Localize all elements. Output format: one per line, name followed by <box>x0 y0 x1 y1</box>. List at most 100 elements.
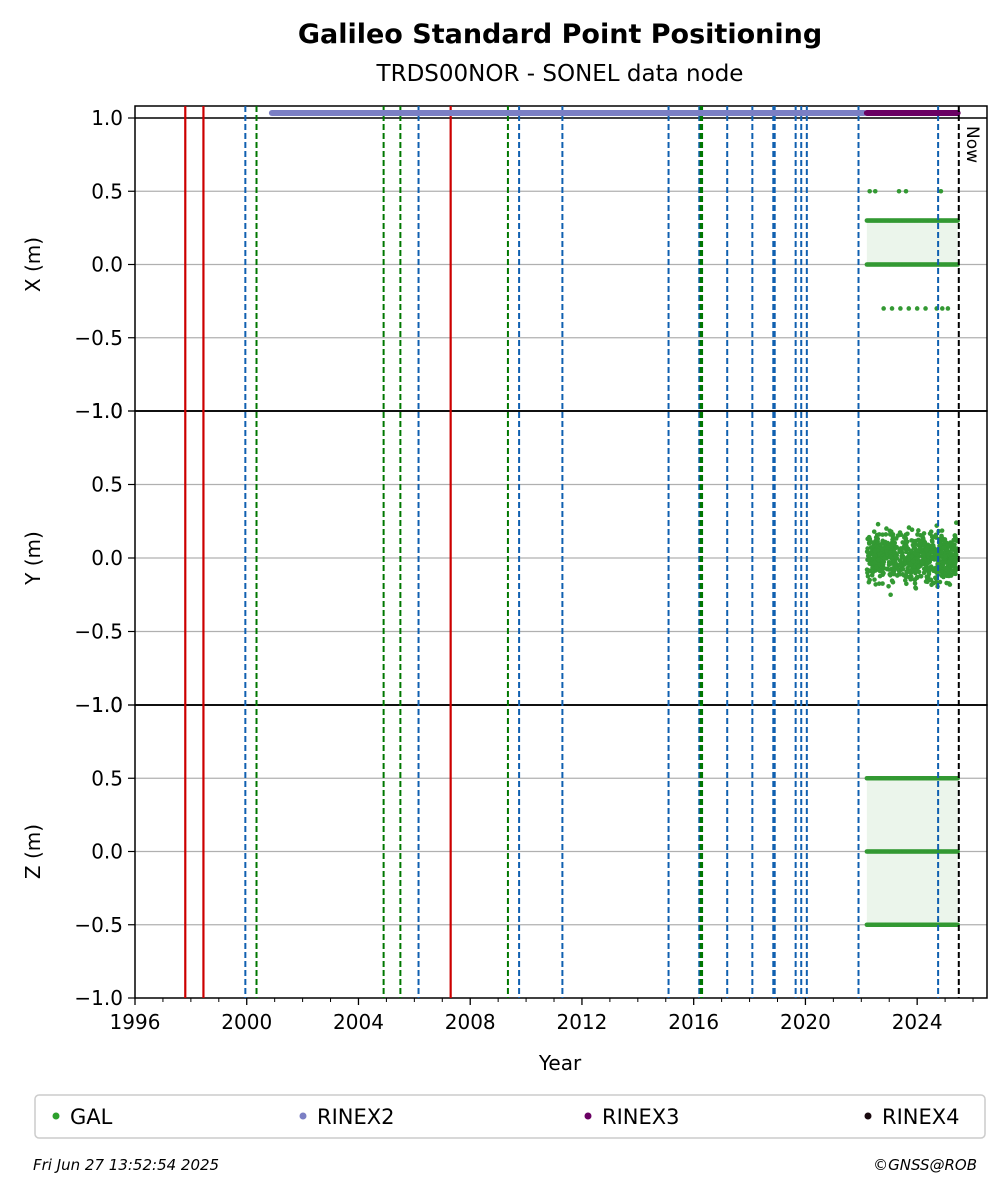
gal-point-y <box>886 583 891 589</box>
now-label: Now <box>962 126 982 163</box>
gal-point-y <box>931 580 936 586</box>
gal-point-y <box>903 536 909 541</box>
y-tick-label-y: 0.0 <box>91 546 123 570</box>
gal-point-y <box>887 543 893 548</box>
gal-point-y <box>916 528 921 533</box>
gal-point-y <box>909 548 914 554</box>
gal-point-x <box>896 188 902 194</box>
gal-point-y <box>912 577 917 582</box>
gal-point-y <box>873 582 878 587</box>
gal-point-y <box>917 573 923 579</box>
y-tick-label-x: 0.5 <box>91 179 123 203</box>
y-tick-label-z: −1.0 <box>74 986 123 1010</box>
gal-point-x <box>889 306 895 311</box>
gal-point-y <box>921 551 926 557</box>
gal-point-y <box>922 541 927 546</box>
gal-point-y <box>867 577 872 583</box>
y-tick-label-y: 0.5 <box>91 473 123 497</box>
gal-point-z <box>955 849 960 854</box>
gal-point-y <box>946 581 952 586</box>
chart-title: Galileo Standard Point Positioning <box>298 19 822 50</box>
gal-point-y <box>880 581 885 586</box>
gal-point-y <box>879 546 885 552</box>
gal-point-y <box>925 579 930 585</box>
gal-point-y <box>952 562 958 567</box>
gal-point-y <box>867 561 872 566</box>
legend-label-rinex3: RINEX3 <box>602 1105 680 1129</box>
gal-point-x <box>867 188 872 194</box>
y-tick-label-z: 0.0 <box>91 840 123 864</box>
gal-point-y <box>897 530 903 535</box>
gal-band-x <box>866 220 958 265</box>
x-tick-label: 2020 <box>780 1010 831 1034</box>
gal-point-y <box>916 569 922 575</box>
gal-point-y <box>924 574 930 580</box>
gal-point-y <box>873 564 879 570</box>
gal-point-y <box>906 556 911 562</box>
legend-label-rinex2: RINEX2 <box>317 1105 395 1129</box>
gal-point-y <box>942 560 948 565</box>
gal-point-y <box>890 570 895 575</box>
chart-subtitle: TRDS00NOR - SONEL data node <box>376 61 744 87</box>
legend-marker-rinex2 <box>299 1112 307 1120</box>
x-tick-label: 2012 <box>556 1010 607 1034</box>
gal-point-y <box>884 526 889 531</box>
gal-point-y <box>939 528 945 533</box>
gal-point-y <box>900 566 906 572</box>
gal-point-y <box>951 544 957 550</box>
gal-point-y <box>887 554 893 559</box>
gal-point-y <box>893 554 899 560</box>
gal-point-y <box>922 568 928 574</box>
gal-point-y <box>886 567 892 572</box>
gal-point-y <box>878 542 884 547</box>
legend: GAL RINEX2 RINEX3 RINEX4 <box>52 1105 960 1129</box>
gal-point-y <box>870 565 875 571</box>
gal-point-y <box>903 574 909 580</box>
gal-point-y <box>948 551 954 557</box>
y-tick-label-x: −0.5 <box>74 326 123 350</box>
gal-point-y <box>870 570 875 575</box>
gal-point-y <box>904 549 909 555</box>
gal-point-y <box>901 555 906 560</box>
gal-point-y <box>900 540 906 545</box>
x-tick-label: 2024 <box>892 1010 943 1034</box>
gal-point-x <box>938 188 944 194</box>
x-tick-label: 2016 <box>668 1010 719 1034</box>
gal-point-x <box>940 306 945 311</box>
gal-point-y <box>948 556 954 561</box>
legend-box <box>34 1094 986 1139</box>
gal-point-y <box>925 561 931 566</box>
gal-point-y <box>904 581 909 587</box>
gal-point-y <box>912 581 918 586</box>
gal-point-y <box>882 555 888 561</box>
gal-point-y <box>892 550 898 556</box>
y-tick-label-x: 1.0 <box>91 106 123 130</box>
gal-point-y <box>953 549 958 554</box>
gal-point-y <box>880 532 885 537</box>
y-tick-label-y: −1.0 <box>74 693 123 717</box>
y-tick-label-x: −1.0 <box>74 399 123 423</box>
gal-point-y <box>876 567 882 573</box>
gal-point-y <box>874 532 880 538</box>
gal-point-y <box>930 539 935 545</box>
gal-point-y <box>875 536 881 542</box>
y-tick-label-y: 1.0 <box>91 399 123 423</box>
gal-point-y <box>929 565 935 571</box>
gal-point-y <box>915 556 920 561</box>
gal-point-x <box>945 306 951 311</box>
legend-marker-gal <box>52 1112 60 1120</box>
y-axis-label-x: X (m) <box>21 237 45 292</box>
footer-copyright: ©GNSS@ROB <box>873 1156 977 1174</box>
gal-point-y <box>935 562 941 567</box>
gal-point-y <box>930 543 936 549</box>
gal-point-y <box>942 571 948 577</box>
gal-point-y <box>933 556 938 561</box>
gal-point-y <box>941 539 947 544</box>
gal-point-y <box>905 569 910 575</box>
gal-point-y <box>941 545 947 550</box>
gal-point-y <box>865 557 870 563</box>
y-tick-label-x: 0.0 <box>91 253 123 277</box>
gal-point-y <box>933 569 939 575</box>
gal-point-y <box>897 562 903 568</box>
